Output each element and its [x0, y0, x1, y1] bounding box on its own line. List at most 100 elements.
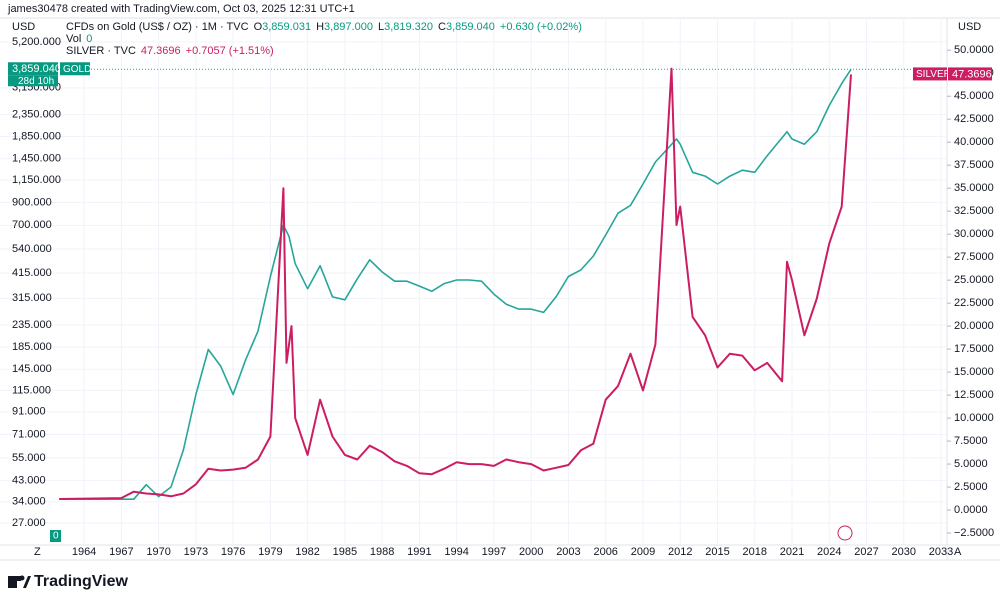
countdown-label: 28d 10h — [18, 76, 54, 87]
legend-vol: 0 — [86, 33, 92, 45]
watermark: james30478 created with TradingView.com,… — [7, 3, 355, 15]
x-tick-label: 1970 — [146, 546, 170, 558]
y2-tick-label: 30.0000 — [954, 228, 994, 240]
x-tick-label: 2033 — [929, 546, 953, 558]
y2-tick-label: 20.0000 — [954, 320, 994, 332]
y-tick-label: 315.000 — [12, 292, 52, 304]
x-tick-label: 1988 — [370, 546, 394, 558]
x-tick-label: 2024 — [817, 546, 841, 558]
y-tick-label: 5,200.000 — [12, 36, 61, 48]
legend-last: 47.3696 — [141, 45, 181, 57]
legend-change: +0.7057 (+1.51%) — [186, 45, 274, 57]
ohlc-key: O — [254, 21, 263, 33]
series-tag-label: SILVER — [916, 69, 951, 80]
y2-unit: USD — [958, 21, 981, 33]
y2-tick-label: 5.0000 — [954, 458, 988, 470]
y-tick-label: 900.000 — [12, 196, 52, 208]
ohlc-value: 3,819.320 — [384, 21, 433, 33]
y-tick-label: 540.000 — [12, 243, 52, 255]
legend-line: SILVER · TVC 47.3696 +0.7057 (+1.51%) — [66, 45, 274, 57]
series-tag — [913, 67, 947, 81]
y2-tick-label: 10.0000 — [954, 412, 994, 424]
x-tick-label: 2000 — [519, 546, 543, 558]
legend-vol-label: Vol — [66, 33, 81, 45]
x-tick-label: 1973 — [184, 546, 208, 558]
y-tick-label: 1,450.000 — [12, 153, 61, 165]
x-tick-label: 2021 — [780, 546, 804, 558]
y2-tick-label: 25.0000 — [954, 274, 994, 286]
y-tick-label: 43.000 — [12, 474, 46, 486]
y2-tick-label: 35.0000 — [954, 182, 994, 194]
brand-logo — [8, 575, 31, 588]
x-tick-label: 1985 — [333, 546, 357, 558]
event-icon[interactable] — [837, 525, 853, 541]
y-tick-label: 1,150.000 — [12, 174, 61, 186]
y-tick-label: 2,350.000 — [12, 109, 61, 121]
ohlc-value: 3,897.000 — [324, 21, 373, 33]
x-tick-label: 2003 — [556, 546, 580, 558]
x-tick-label: 1991 — [407, 546, 431, 558]
y-tick-label: 235.000 — [12, 319, 52, 331]
y-tick-label: 55.000 — [12, 452, 46, 464]
grid — [0, 18, 946, 545]
y2-tick-label: 32.5000 — [954, 205, 994, 217]
y-tick-label: 91.000 — [12, 406, 46, 418]
y2-tick-label: 15.0000 — [954, 366, 994, 378]
x-tick-label: 1967 — [109, 546, 133, 558]
x-tick-label: 2006 — [593, 546, 617, 558]
legend-line: CFDs on Gold (US$ / OZ) · 1M · TVC O3,859… — [66, 21, 582, 33]
x-tick-label: 2009 — [631, 546, 655, 558]
x-tick-label: 2030 — [892, 546, 916, 558]
ohlc-key: H — [316, 21, 324, 33]
price-tag-label: 47.3696 — [952, 68, 992, 80]
y2-tick-label: 7.5000 — [954, 435, 988, 447]
legend-symbol: CFDs on Gold (US$ / OZ) · 1M · TVC — [66, 21, 249, 33]
x-tick-label: 1964 — [72, 546, 96, 558]
x-tick-label: 2012 — [668, 546, 692, 558]
vol-tag-label: 0 — [53, 531, 59, 542]
y2-tick-label: 45.0000 — [954, 90, 994, 102]
y-tick-label: 700.000 — [12, 219, 52, 231]
series-tag — [60, 62, 90, 76]
price-tag — [948, 67, 992, 81]
y2-tick-label: 12.5000 — [954, 389, 994, 401]
y2-tick-label: 42.5000 — [954, 113, 994, 125]
vol-tag — [50, 530, 61, 542]
series-line — [59, 68, 852, 500]
scale-button[interactable]: Z — [34, 546, 41, 558]
y2-tick-label: 0.0000 — [954, 504, 988, 516]
x-tick-label: 1994 — [444, 546, 468, 558]
y-tick-label: 34.000 — [12, 496, 46, 508]
legend-line: Vol 0 — [66, 33, 92, 45]
series-tag-label: GOLD — [63, 64, 91, 75]
legend-symbol: SILVER · TVC — [66, 45, 136, 57]
y2-tick-label: 22.5000 — [954, 297, 994, 309]
y-unit: USD — [12, 21, 35, 33]
x-tick-label: 2018 — [742, 546, 766, 558]
ohlc-value: 3,859.031 — [262, 21, 311, 33]
y2-tick-label: 2.5000 — [954, 481, 988, 493]
y2-tick-label: −2.5000 — [954, 527, 994, 539]
x-tick-label: 1997 — [482, 546, 506, 558]
legend-change: +0.630 (+0.02%) — [500, 21, 582, 33]
ohlc-value: 3,859.040 — [446, 21, 495, 33]
y2-tick-label: 17.5000 — [954, 343, 994, 355]
price-tag — [8, 62, 58, 76]
x-tick-label: 1982 — [295, 546, 319, 558]
brand: TradingView — [34, 573, 129, 590]
scale-button[interactable]: A — [954, 546, 962, 558]
y-tick-label: 27.000 — [12, 517, 46, 529]
y-tick-label: 1,850.000 — [12, 130, 61, 142]
ohlc-key: C — [438, 21, 446, 33]
x-tick-label: 2015 — [705, 546, 729, 558]
y2-tick-label: 40.0000 — [954, 136, 994, 148]
y-tick-label: 185.000 — [12, 341, 52, 353]
y-tick-label: 115.000 — [12, 384, 51, 396]
y-tick-label: 145.000 — [12, 363, 52, 375]
ohlc-key: L — [378, 21, 384, 33]
y-tick-label: 71.000 — [12, 428, 46, 440]
y2-tick-label: 37.5000 — [954, 159, 994, 171]
y2-tick-label: 27.5000 — [954, 251, 994, 263]
y-tick-label: 415.000 — [12, 267, 52, 279]
